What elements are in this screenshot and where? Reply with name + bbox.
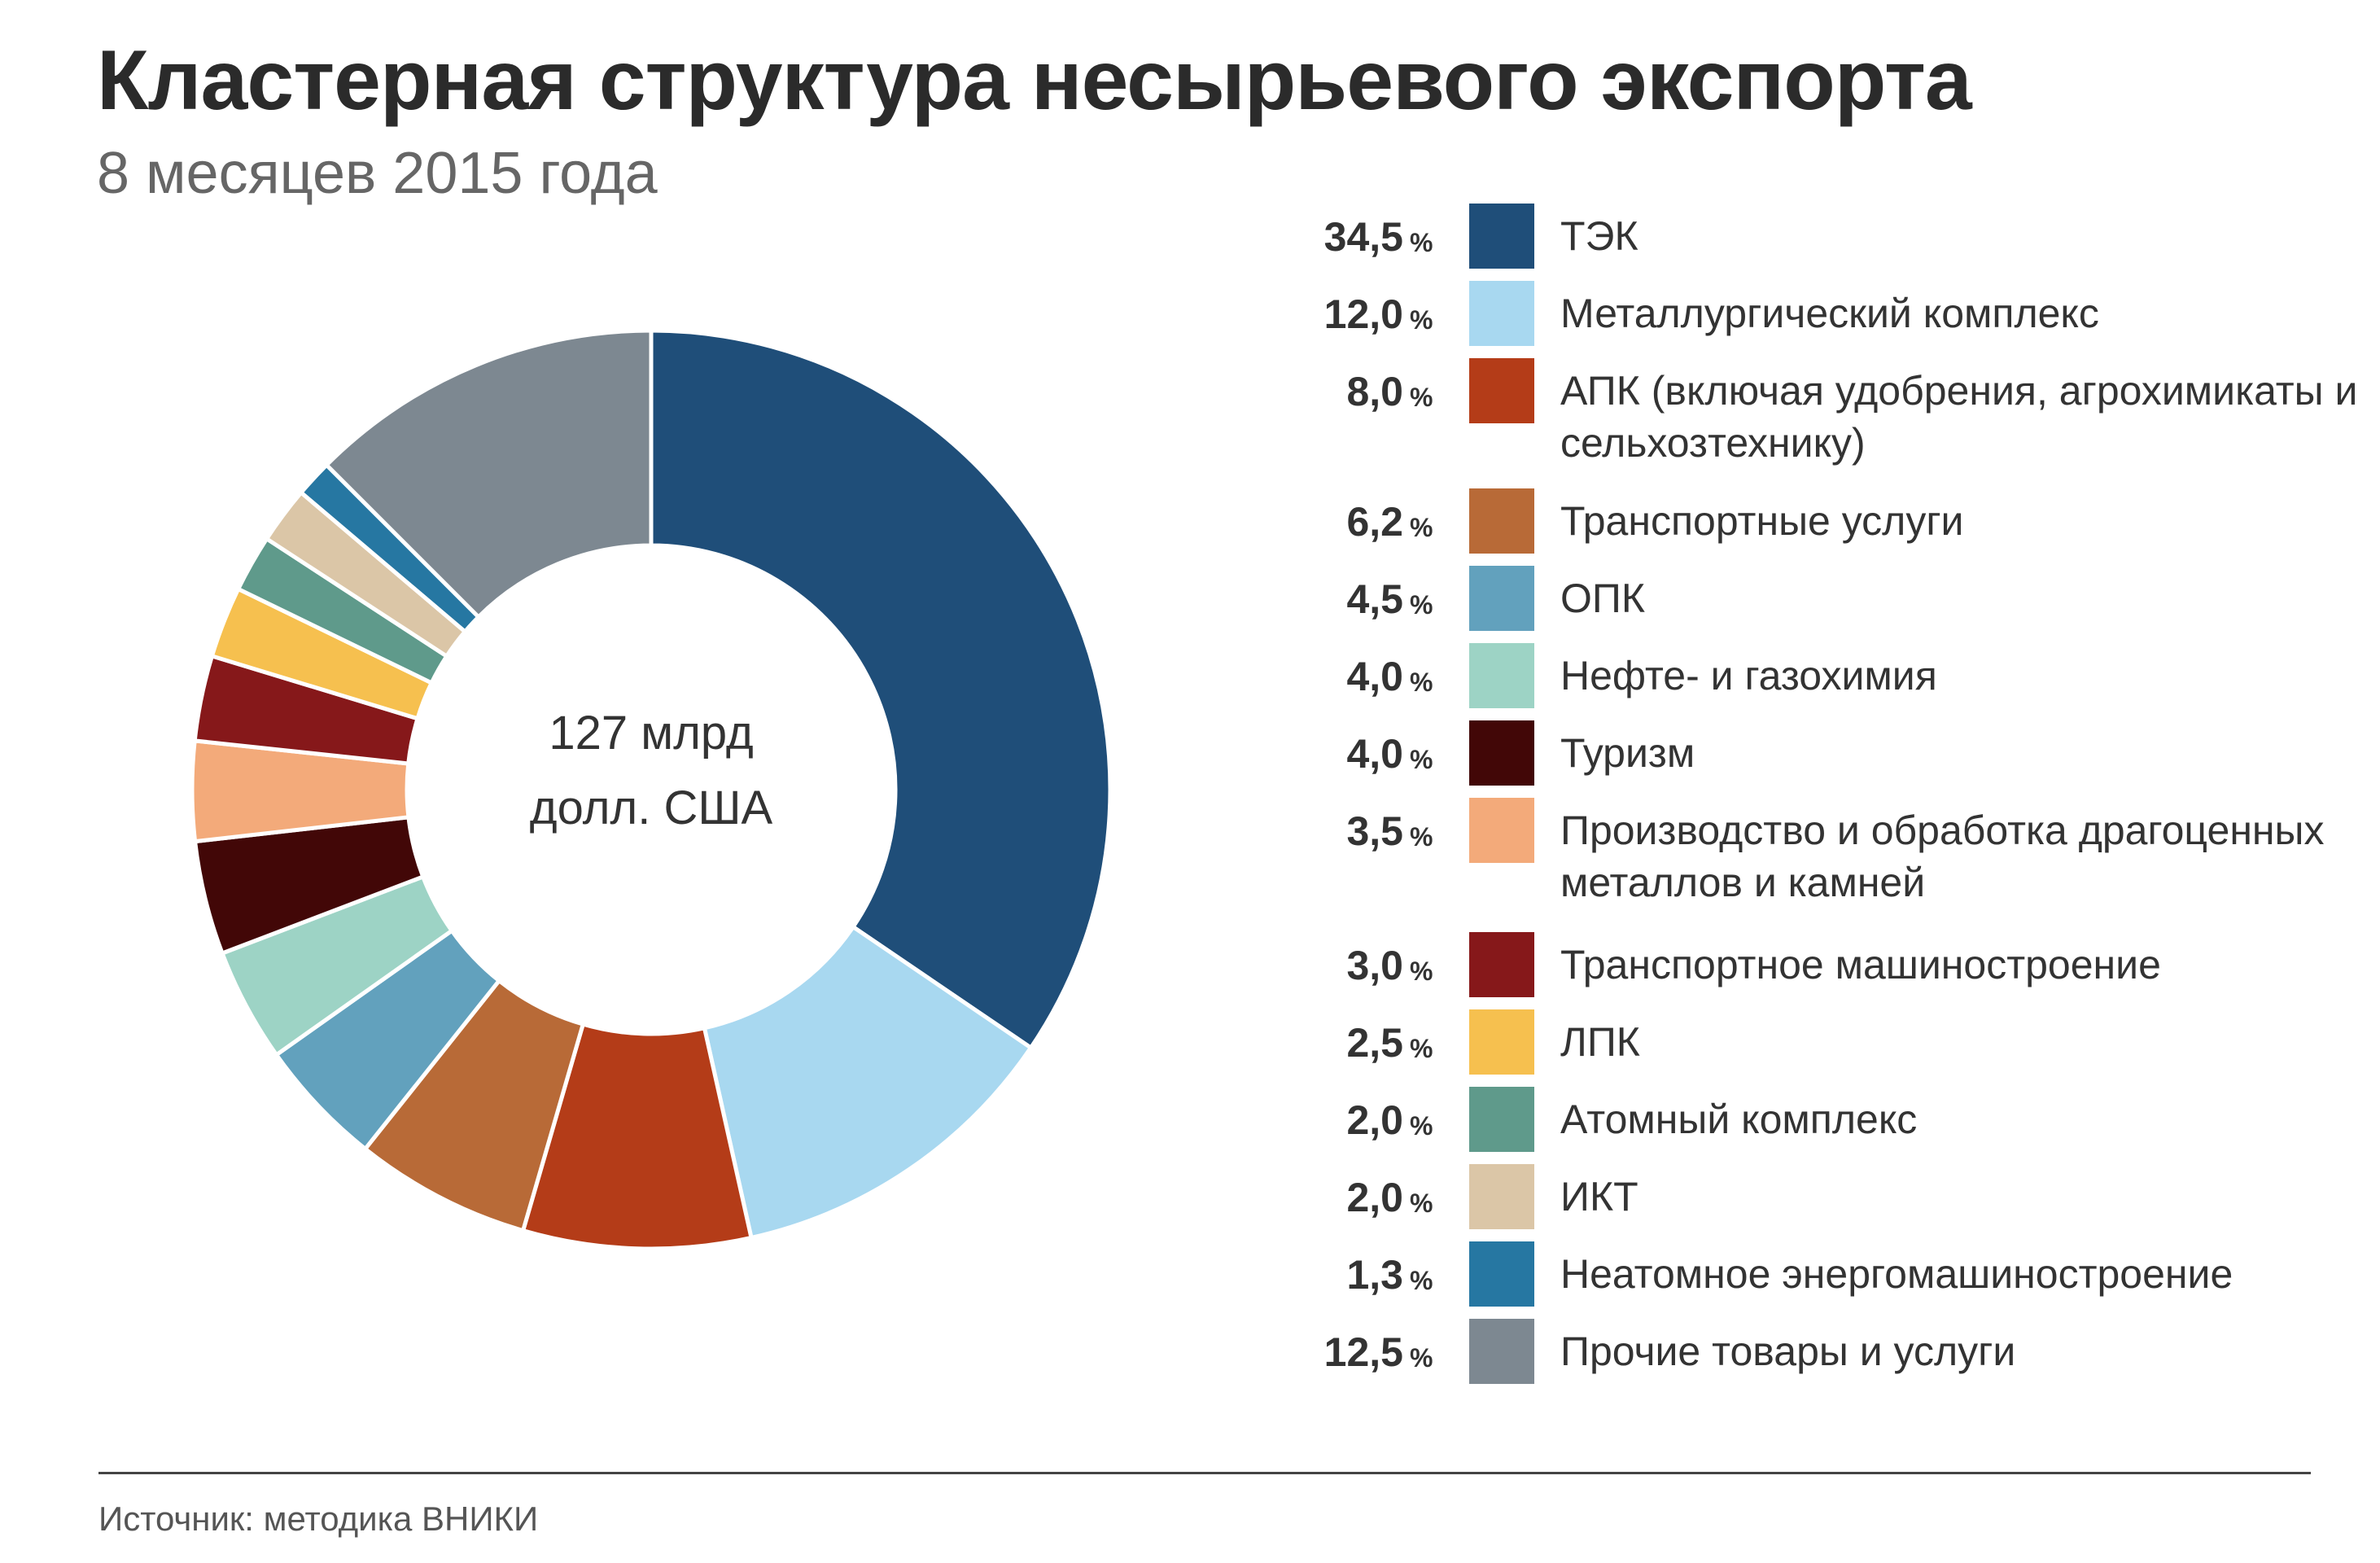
- legend-value: 6,2: [1346, 499, 1403, 545]
- source-note: Источник: методика ВНИКИ: [98, 1500, 539, 1538]
- legend-value: 4,0: [1346, 731, 1403, 777]
- legend-swatch: [1469, 566, 1534, 631]
- legend-swatch: [1469, 1009, 1534, 1075]
- legend-percent-sign: %: [1410, 1111, 1433, 1141]
- legend-percent-sign: %: [1410, 1034, 1433, 1063]
- legend-swatch: [1469, 358, 1534, 423]
- legend-label: ЛПК: [1560, 1019, 1640, 1065]
- donut-chart: [190, 328, 1113, 1251]
- legend-value: 2,0: [1346, 1097, 1403, 1143]
- legend-swatch: [1469, 1087, 1534, 1152]
- legend-swatch: [1469, 488, 1534, 554]
- legend-swatch: [1469, 1164, 1534, 1229]
- legend-percent-sign: %: [1410, 822, 1433, 852]
- legend-percent-sign: %: [1410, 668, 1433, 697]
- chart-title: Кластерная структура несырьевого экспорт…: [97, 33, 1972, 128]
- legend-value: 34,5: [1323, 214, 1403, 260]
- legend-percent-sign: %: [1410, 383, 1433, 412]
- legend-value: 4,5: [1346, 576, 1403, 622]
- legend-swatch: [1469, 204, 1534, 269]
- donut-slice-2: [702, 924, 1034, 1241]
- legend-value: 4,0: [1346, 654, 1403, 699]
- legend-percent-sign: %: [1410, 228, 1433, 257]
- legend-swatch: [1469, 281, 1534, 346]
- legend-percent-sign: %: [1410, 305, 1433, 335]
- legend-label: Производство и обработка драгоценных мет…: [1560, 808, 2325, 905]
- chart-legend: 34,5% ТЭК 12,0% Металлургический комплекс 8,…: [1270, 0, 2377, 1465]
- legend-swatch: [1469, 1241, 1534, 1307]
- legend-swatch: [1469, 798, 1534, 863]
- legend-label: Прочие товары и услуги: [1560, 1329, 2016, 1374]
- legend-swatch: [1469, 720, 1534, 786]
- legend-percent-sign: %: [1410, 590, 1433, 620]
- donut-slice-1: [649, 328, 1113, 1051]
- legend-value: 12,5: [1323, 1329, 1403, 1375]
- legend-swatch: [1469, 643, 1534, 708]
- legend-label: Транспортные услуги: [1560, 498, 1964, 544]
- footer-divider: [98, 1472, 2311, 1474]
- legend-value: 8,0: [1346, 369, 1403, 414]
- legend-value: 1,3: [1346, 1252, 1403, 1298]
- donut-slice-14: [323, 328, 654, 620]
- center-total-unit: долл. США: [529, 782, 773, 834]
- legend-label: АПК (включая удобрения, агрохимикаты и с…: [1560, 368, 2358, 466]
- legend-label: ТЭК: [1560, 213, 1638, 259]
- legend-value: 3,5: [1346, 808, 1403, 854]
- legend-label: Металлургический комплекс: [1560, 291, 2099, 336]
- legend-value: 2,5: [1346, 1020, 1403, 1066]
- legend-percent-sign: %: [1410, 1266, 1433, 1295]
- legend-label: Нефте- и газохимия: [1560, 653, 1937, 698]
- legend-percent-sign: %: [1410, 745, 1433, 774]
- donut-center-label: 127 млрд долл. США: [407, 696, 895, 846]
- legend-percent-sign: %: [1410, 513, 1433, 542]
- legend-value: 3,0: [1346, 943, 1403, 988]
- center-total-value: 127 млрд: [549, 707, 754, 760]
- legend-label: ОПК: [1560, 576, 1645, 621]
- legend-value: 12,0: [1323, 291, 1403, 337]
- legend-percent-sign: %: [1410, 1343, 1433, 1373]
- legend-label: Атомный комплекс: [1560, 1097, 1918, 1142]
- legend-swatch: [1469, 1319, 1534, 1384]
- chart-subtitle: 8 месяцев 2015 года: [97, 141, 658, 206]
- legend-label: Транспортное машиностроение: [1560, 942, 2161, 987]
- legend-label: Туризм: [1560, 730, 1695, 776]
- legend-percent-sign: %: [1410, 957, 1433, 986]
- legend-label: ИКТ: [1560, 1174, 1638, 1219]
- legend-label: Неатомное энергомашиностроение: [1560, 1251, 2233, 1297]
- legend-value: 2,0: [1346, 1175, 1403, 1220]
- legend-swatch: [1469, 932, 1534, 997]
- legend-percent-sign: %: [1410, 1189, 1433, 1218]
